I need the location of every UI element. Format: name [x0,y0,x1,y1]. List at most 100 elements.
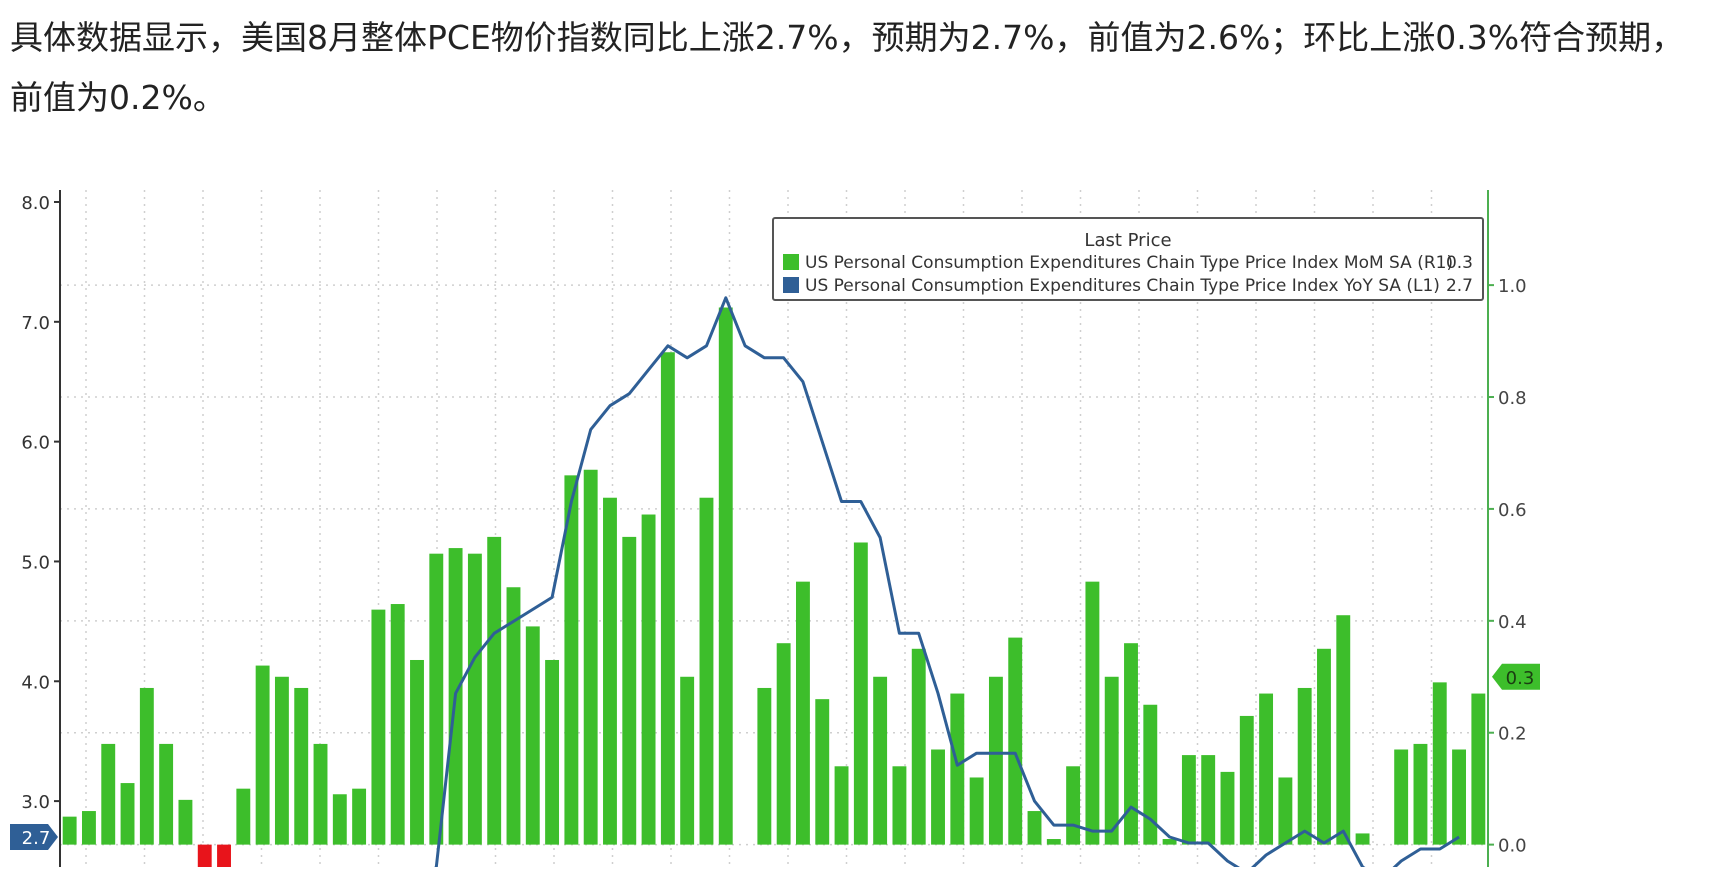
mom-bar [1471,693,1486,845]
mom-bar [892,766,907,845]
mom-bar [776,643,791,845]
legend-series-name: US Personal Consumption Expenditures Cha… [805,276,1440,296]
left-tick-label: 8.0 [21,193,50,214]
mom-bar [1066,766,1081,845]
right-tick-label: 1.0 [1498,276,1527,297]
mom-bar [1297,687,1312,845]
mom-bar [622,536,637,845]
left-tick-label: 4.0 [21,672,50,693]
mom-bar [931,749,945,845]
left-last-value-badge [10,824,58,851]
mom-bar [795,581,810,845]
mom-bar [718,307,733,845]
mom-bar [583,469,598,845]
mom-bar [1008,637,1023,845]
mom-bar [1143,704,1158,845]
mom-bar [641,514,656,845]
axes: 8.0 7.0 6.0 5.0 4.0 3.0 1.0 0.8 0.6 0.4 0.2 0.0 2.7 0… [10,190,1540,867]
article-paragraph: 具体数据显示，美国8月整体PCE物价指数同比上涨2.7%，预期为2.7%，前值为… [10,18,1685,117]
right-tick-label: 0.2 [1498,724,1527,745]
mom-bar [255,665,270,845]
chart-svg: 8.0 7.0 6.0 5.0 4.0 3.0 1.0 0.8 0.6 0.4 0.2 0.0 2.7 0… [10,190,1540,871]
mom-bar [1124,643,1138,845]
mom-bar [1162,839,1177,845]
mom-bar [1046,839,1061,845]
mom-bar [1278,777,1293,845]
mom-bar [429,553,444,845]
mom-bar [62,816,77,845]
right-tick-label: 0.4 [1498,612,1527,633]
mom-bar [1104,676,1119,845]
legend-title: Last Price [1084,230,1171,251]
mom-bar [1413,743,1428,845]
mom-bars [62,307,1486,871]
mom-bar [680,676,695,845]
mom-bar [603,497,617,845]
mom-bar [1181,755,1196,845]
mom-bar [1394,749,1409,845]
legend-box [772,217,1484,301]
mom-bar [313,743,328,845]
mom-bar [1239,715,1254,845]
mom-bar [525,626,540,845]
mom-bar [178,799,193,845]
mom-bar [1027,811,1042,845]
mom-bar [1355,833,1370,845]
mom-bar [853,542,868,845]
mom-bar [834,766,849,845]
mom-bar [332,794,347,845]
legend-swatch [783,277,799,293]
left-tick-label: 6.0 [21,433,50,454]
mom-bar [467,553,482,845]
mom-bar [1336,615,1351,845]
mom-bar [506,587,521,845]
mom-bar [1317,648,1331,845]
mom-bar [101,743,116,845]
left-last-value-label: 2.7 [22,828,51,849]
mom-bar [1432,682,1447,845]
right-tick-label: 0.0 [1498,836,1527,857]
mom-bar [969,777,984,845]
mom-bar [197,844,212,871]
mom-bar [1085,581,1100,845]
mom-bar [1452,749,1467,845]
right-tick-label: 0.8 [1498,388,1527,409]
right-last-value-badge [1492,663,1540,690]
left-tick-label: 5.0 [21,552,50,573]
mom-bar [950,693,965,845]
mom-bar [217,844,231,871]
mom-bar [873,676,888,845]
mom-bar [81,811,96,845]
mom-bar [815,699,830,845]
mom-bar [371,609,386,845]
mom-bar [660,352,675,845]
mom-bar [1201,755,1216,845]
mom-bar [159,743,174,845]
right-tick-label: 0.6 [1498,500,1527,521]
pce-chart: 8.0 7.0 6.0 5.0 4.0 3.0 1.0 0.8 0.6 0.4 0.2 0.0 2.7 0… [0,190,1716,871]
right-last-value-label: 0.3 [1506,668,1535,689]
left-tick-label: 7.0 [21,313,50,334]
legend-series-value: 0.3 [1446,253,1473,273]
mom-bar [564,475,579,845]
mom-bar [274,676,289,845]
yoy-line [434,296,1460,871]
legend-series-value: 2.7 [1446,276,1473,296]
mom-bar [1259,693,1274,845]
mom-bar [988,676,1003,845]
mom-bar [390,604,405,845]
mom-bar [487,536,502,845]
legend-series-name: US Personal Consumption Expenditures Cha… [805,253,1453,273]
mom-bar [139,687,154,845]
mom-bar [545,659,560,845]
mom-bar [120,783,135,845]
mom-bar [911,648,926,845]
mom-bar [352,788,367,845]
mom-bar [236,788,251,845]
mom-bar [1220,771,1235,845]
mom-bar [410,659,424,845]
legend-swatch [783,254,799,270]
left-tick-label: 3.0 [21,792,50,813]
mom-bar [699,497,714,845]
